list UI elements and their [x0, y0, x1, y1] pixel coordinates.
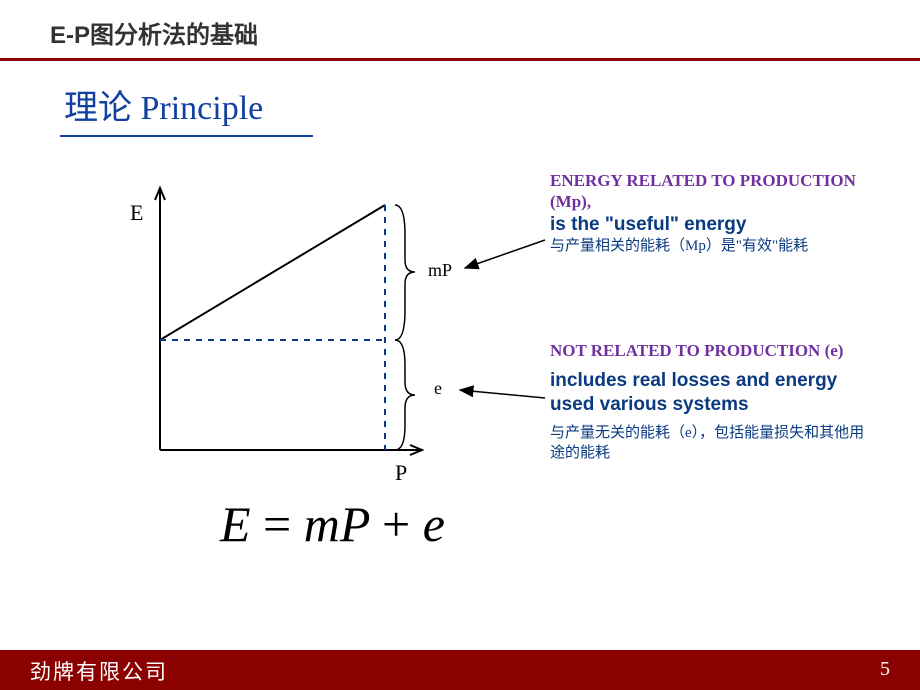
annotation-bottom-cn: 与产量无关的能耗（e），包括能量损失和其他用途的能耗: [550, 423, 870, 464]
footer-company: 劲牌有限公司: [30, 656, 168, 686]
annotation-top-blue: is the "useful" energy: [550, 213, 870, 237]
footer-bar: 劲牌有限公司 5: [0, 650, 920, 690]
chart-svg: [120, 180, 460, 500]
slide-subtitle: 理论 Principle: [60, 80, 313, 137]
footer-page-number: 5: [880, 658, 890, 681]
annotation-bottom: NOT RELATED TO PRODUCTION (e) includes r…: [550, 340, 870, 463]
annotation-top-purple: ENERGY RELATED TO PRODUCTION (Mp),: [550, 170, 870, 213]
slide-title: E-P图分析法的基础: [50, 15, 258, 50]
ep-chart: [120, 180, 440, 480]
annotation-bottom-purple: NOT RELATED TO PRODUCTION (e): [550, 340, 870, 361]
title-rule: [0, 58, 920, 61]
annotation-bottom-blue: includes real losses and energy used var…: [550, 369, 870, 417]
annotation-top: ENERGY RELATED TO PRODUCTION (Mp), is th…: [550, 170, 870, 257]
annotation-top-cn: 与产量相关的能耗（Mp）是"有效"能耗: [550, 236, 870, 256]
formula: E = mP + e: [220, 495, 445, 553]
